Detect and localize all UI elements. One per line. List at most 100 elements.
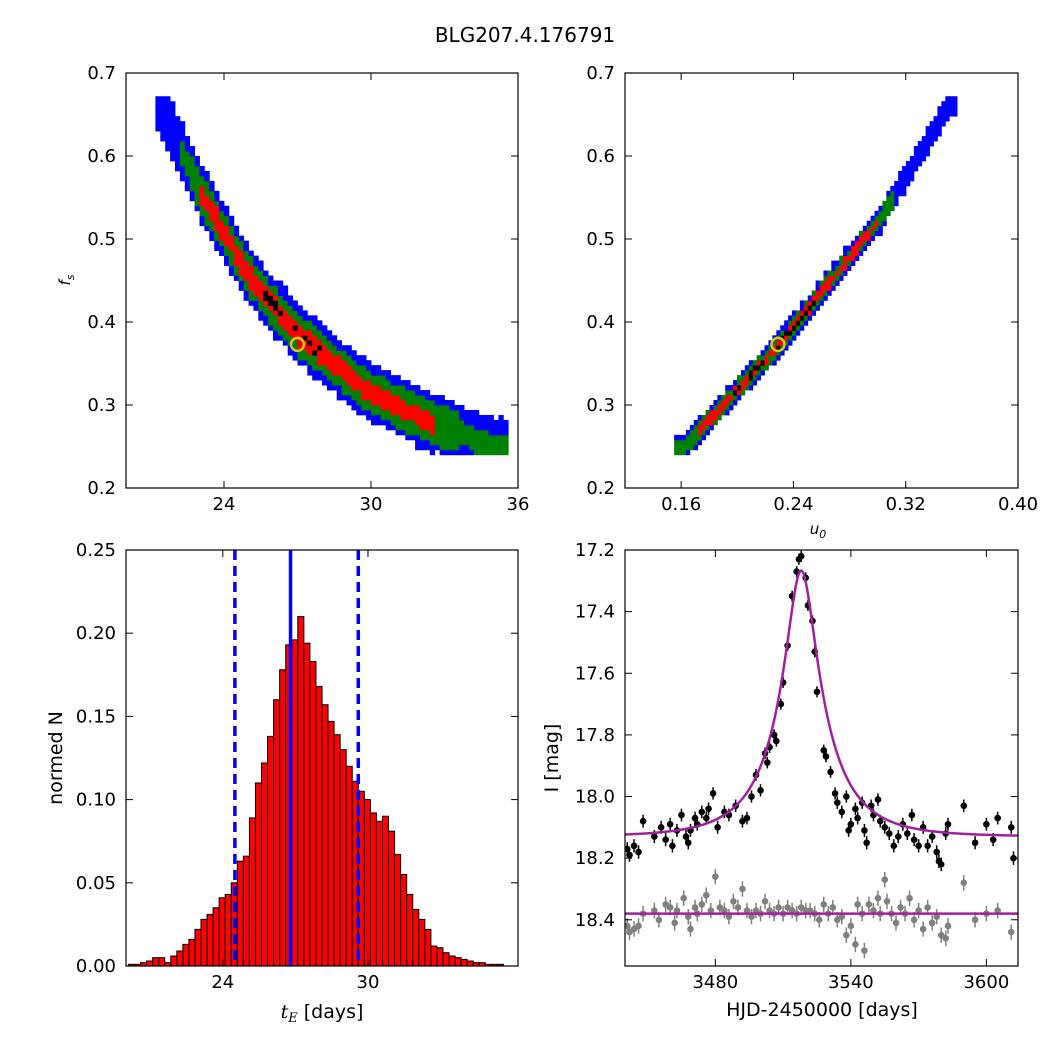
heatmap-cell (449, 429, 455, 436)
heatmap-cell (390, 385, 396, 391)
heatmap-cell (292, 345, 298, 351)
heatmap-cell (307, 370, 313, 376)
heatmap-cell (160, 131, 166, 137)
heatmap-cell (894, 180, 899, 187)
histogram-bars (127, 616, 504, 967)
heatmap-cell (292, 330, 298, 336)
histogram-bar (400, 873, 408, 967)
heatmap-cell (282, 300, 289, 306)
heatmap-cell (721, 395, 726, 401)
heatmap-cell (209, 220, 215, 227)
heatmap-cell (224, 205, 230, 212)
heatmap-cell (424, 439, 431, 446)
heatmap-cell (693, 444, 699, 451)
heatmap-cell (312, 370, 318, 376)
histogram-bar (236, 860, 244, 967)
heatmap-cell (336, 340, 342, 346)
heatmap-cell (395, 429, 401, 436)
heatmap-cell (905, 180, 911, 187)
heatmap-cell (850, 260, 856, 266)
heatmap-cell (420, 395, 426, 401)
heatmap-cell (831, 260, 836, 266)
heatmap-cell (784, 345, 789, 351)
heatmap-cell (361, 400, 367, 406)
heatmap-cell (194, 200, 200, 207)
heatmap-cell (410, 419, 416, 426)
y-tick-label: 0.7 (586, 63, 615, 84)
heatmap-cell (336, 345, 342, 351)
heatmap-cell (444, 439, 450, 446)
heatmap-cell (351, 365, 357, 371)
residual-point (707, 907, 715, 914)
heatmap-cell (705, 419, 710, 426)
heatmap-cell (815, 290, 820, 296)
heatmap-cell (395, 409, 401, 416)
heatmap-cell (224, 260, 230, 266)
heatmap-cell (678, 434, 683, 441)
heatmap-cell (228, 245, 235, 252)
panel-fs-u0-marks (674, 96, 958, 456)
heatmap-cell (331, 335, 338, 341)
heatmap-cell (375, 409, 382, 416)
heatmap-cell (933, 116, 938, 122)
histogram-bar (152, 957, 160, 967)
heatmap-cell (179, 160, 186, 167)
heatmap-cell (917, 141, 923, 147)
heatmap-cell (905, 175, 911, 182)
heatmap-cell (434, 434, 440, 441)
residual-point (971, 916, 979, 924)
panel-lightcurve-ticks: 3480 3540 3600 17.2 17.4 17.6 17.8 18.0 18.2 18.4 (575, 540, 1018, 993)
heatmap-cell (937, 121, 942, 127)
heatmap-cell (361, 380, 367, 386)
heatmap-cell (439, 419, 445, 426)
heatmap-cell (815, 295, 820, 301)
heatmap-cell (395, 390, 401, 396)
heatmap-cell (287, 350, 293, 356)
heatmap-cell (233, 265, 240, 271)
heatmap-cell (297, 330, 303, 336)
heatmap-cell (341, 350, 347, 356)
heatmap-cell (184, 146, 191, 152)
heatmap-cell (356, 409, 362, 416)
heatmap-cell (375, 380, 382, 386)
heatmap-cell (854, 235, 860, 242)
heatmap-cell (444, 424, 450, 431)
heatmap-cell (925, 131, 930, 137)
heatmap-cell (744, 370, 750, 376)
heatmap-cell (209, 180, 215, 187)
heatmap-cell (839, 265, 844, 271)
heatmap-cell (689, 444, 695, 451)
heatmap-cell (772, 340, 777, 346)
heatmap-cell (361, 409, 367, 416)
histogram-bar (303, 642, 311, 967)
heatmap-cell (277, 300, 284, 306)
heatmap-cell (170, 126, 176, 132)
heatmap-cell (209, 215, 215, 222)
heatmap-cell (705, 414, 710, 421)
heatmap-cell (921, 156, 927, 162)
heatmap-cell (858, 250, 864, 256)
heatmap-cell (179, 126, 186, 132)
heatmap-cell (263, 280, 269, 286)
heatmap-cell (209, 225, 215, 232)
heatmap-cell (498, 419, 504, 426)
heatmap-cell (410, 434, 416, 441)
data-point (626, 851, 633, 859)
heatmap-cell (224, 210, 230, 217)
heatmap-cell (709, 414, 714, 421)
heatmap-cell (375, 390, 382, 396)
heatmap-cell (317, 355, 323, 361)
heatmap-cell (866, 225, 872, 232)
heatmap-cell (375, 405, 382, 411)
heatmap-cell (366, 385, 372, 391)
heatmap-cell (725, 390, 730, 396)
heatmap-cell (233, 250, 240, 256)
data-point (928, 833, 936, 840)
heatmap-cell (878, 205, 883, 212)
heatmap-cell (214, 230, 220, 237)
heatmap-cell (346, 380, 352, 386)
heatmap-cell (693, 429, 699, 436)
heatmap-cell (287, 310, 293, 316)
heatmap-cell (179, 165, 186, 172)
heatmap-cell (184, 185, 191, 192)
